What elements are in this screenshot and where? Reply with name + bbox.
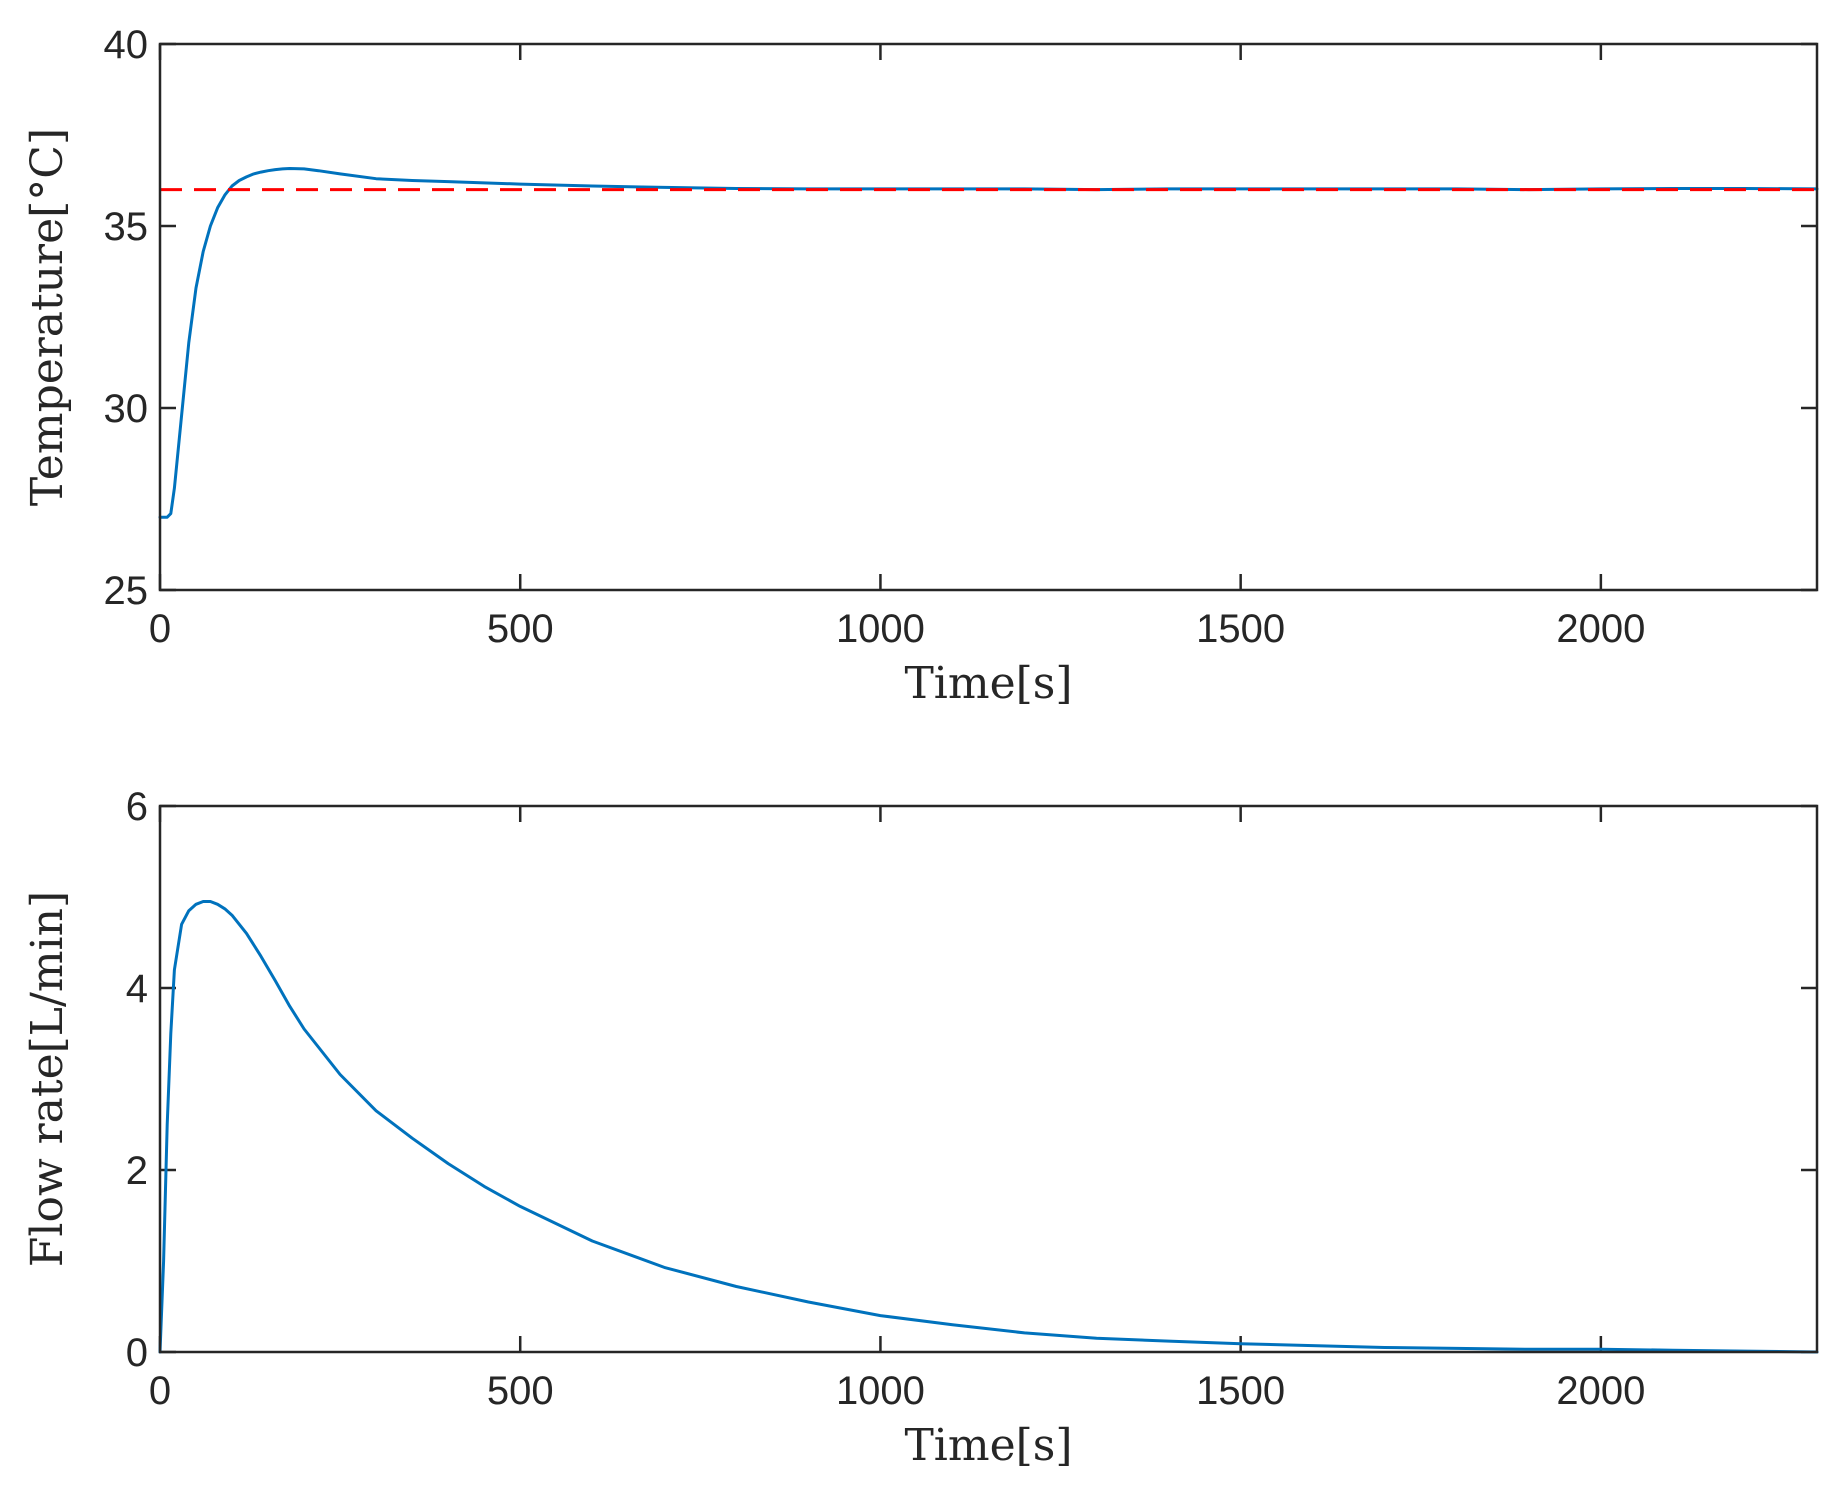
temperature-plot: 0 500 1000 1500 2000 25 30 35 40 Time[s] Tempera… [22,23,1819,709]
flow-rate-y-tick-label: 4 [126,967,148,1011]
temperature-plot-frame [158,42,1819,592]
temperature-x-tick-label: 500 [487,607,554,651]
flow-rate-x-tick-label: 1500 [1196,1369,1285,1413]
flow-rate-x-tick-label: 0 [149,1369,171,1413]
temperature-x-tick-label: 2000 [1556,607,1645,651]
flow-rate-plot: 0 500 1000 1500 2000 0 2 4 6 Time[s] Flow rate[L… [22,785,1819,1471]
flow-rate-x-axis-label: Time[s] [904,1420,1072,1471]
temperature-x-axis-label: Time[s] [904,658,1072,709]
temperature-y-tick-label: 35 [104,205,149,249]
flow-rate-y-tick-label: 0 [126,1331,148,1375]
temperature-tick-group: 0 500 1000 1500 2000 25 30 35 40 [104,23,1817,651]
flow-rate-tick-group: 0 500 1000 1500 2000 0 2 4 6 [126,785,1817,1413]
flow-rate-y-axis-label: Flow rate[L/min] [22,891,73,1267]
flow-rate-y-tick-label: 2 [126,1149,148,1193]
flow-rate-plot-frame [158,804,1819,1354]
temperature-y-tick-label: 40 [104,23,149,67]
flow-rate-x-tick-label: 2000 [1556,1369,1645,1413]
flow-rate-x-tick-label: 1000 [836,1369,925,1413]
temperature-x-tick-label: 1000 [836,607,925,651]
temperature-series-group [158,167,1819,519]
flow-rate-series-group [158,900,1819,1354]
temperature-y-axis-label: Temperature[°C] [22,128,73,506]
temperature-x-tick-label: 0 [149,607,171,651]
flow-rate-series-line [158,900,1819,1354]
temperature-x-tick-label: 1500 [1196,607,1285,651]
flow-rate-x-tick-label: 500 [487,1369,554,1413]
flow-rate-y-tick-label: 6 [126,785,148,829]
temperature-y-tick-label: 25 [104,569,149,613]
temperature-y-tick-label: 30 [104,387,149,431]
